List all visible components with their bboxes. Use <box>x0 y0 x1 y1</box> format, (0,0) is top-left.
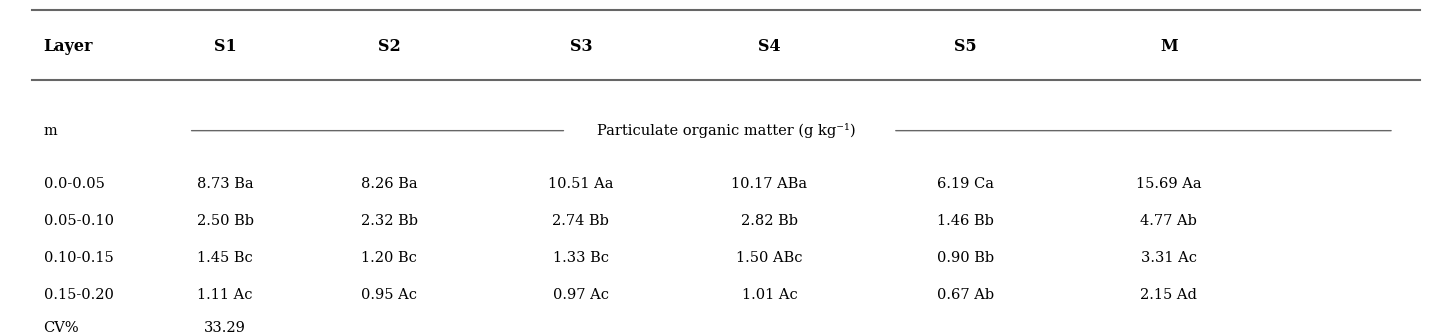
Text: 10.17 ABa: 10.17 ABa <box>732 177 807 191</box>
Text: 0.67 Ab: 0.67 Ab <box>937 288 995 302</box>
Text: 1.33 Bc: 1.33 Bc <box>553 251 608 265</box>
Text: M: M <box>1160 39 1178 55</box>
Text: S1: S1 <box>213 39 237 55</box>
Text: 15.69 Aa: 15.69 Aa <box>1135 177 1202 191</box>
Text: 3.31 Ac: 3.31 Ac <box>1141 251 1196 265</box>
Text: 2.15 Ad: 2.15 Ad <box>1140 288 1198 302</box>
Text: 6.19 Ca: 6.19 Ca <box>937 177 995 191</box>
Text: 0.15-0.20: 0.15-0.20 <box>44 288 113 302</box>
Text: 2.74 Bb: 2.74 Bb <box>552 214 610 228</box>
Text: 0.0-0.05: 0.0-0.05 <box>44 177 105 191</box>
Text: 10.51 Aa: 10.51 Aa <box>547 177 614 191</box>
Text: Particulate organic matter (g kg⁻¹): Particulate organic matter (g kg⁻¹) <box>597 123 855 138</box>
Text: 0.10-0.15: 0.10-0.15 <box>44 251 113 265</box>
Text: Layer: Layer <box>44 39 93 55</box>
Text: 0.05-0.10: 0.05-0.10 <box>44 214 113 228</box>
Text: 1.45 Bc: 1.45 Bc <box>197 251 253 265</box>
Text: S2: S2 <box>378 39 401 55</box>
Text: 1.20 Bc: 1.20 Bc <box>362 251 417 265</box>
Text: 33.29: 33.29 <box>205 321 245 335</box>
Text: 0.95 Ac: 0.95 Ac <box>362 288 417 302</box>
Text: CV%: CV% <box>44 321 80 335</box>
Text: 0.97 Ac: 0.97 Ac <box>553 288 608 302</box>
Text: 1.01 Ac: 1.01 Ac <box>742 288 797 302</box>
Text: 8.26 Ba: 8.26 Ba <box>362 177 417 191</box>
Text: 1.11 Ac: 1.11 Ac <box>197 288 253 302</box>
Text: 1.50 ABc: 1.50 ABc <box>736 251 803 265</box>
Text: S4: S4 <box>758 39 781 55</box>
Text: 2.32 Bb: 2.32 Bb <box>360 214 418 228</box>
Text: 0.90 Bb: 0.90 Bb <box>937 251 995 265</box>
Text: 1.46 Bb: 1.46 Bb <box>937 214 995 228</box>
Text: 2.82 Bb: 2.82 Bb <box>741 214 799 228</box>
Text: 4.77 Ab: 4.77 Ab <box>1140 214 1198 228</box>
Text: 8.73 Ba: 8.73 Ba <box>197 177 253 191</box>
Text: S3: S3 <box>569 39 592 55</box>
Text: 2.50 Bb: 2.50 Bb <box>196 214 254 228</box>
Text: m: m <box>44 124 57 138</box>
Text: S5: S5 <box>954 39 977 55</box>
